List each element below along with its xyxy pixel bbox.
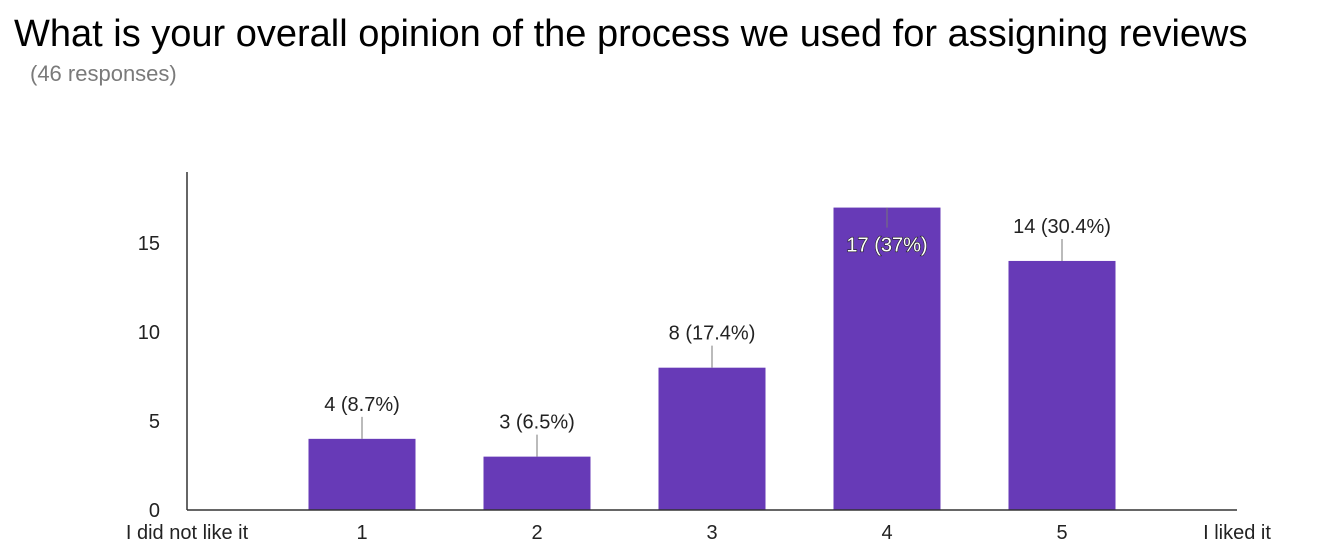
y-tick-label: 5 (149, 411, 160, 433)
x-tick-label: 2 (531, 522, 542, 544)
x-tick-label: 4 (881, 522, 892, 544)
bar-4 (833, 207, 941, 510)
y-tick-label: 0 (149, 500, 160, 522)
x-axis-high-label: I liked it (1203, 522, 1271, 544)
chart-title: What is your overall opinion of the proc… (14, 13, 1248, 55)
data-label: 3 (6.5%) (499, 412, 575, 434)
y-tick-label: 10 (138, 322, 160, 344)
x-tick-label: 1 (356, 522, 367, 544)
bar-3 (658, 367, 766, 510)
bar-1 (308, 438, 416, 510)
data-label: 8 (17.4%) (669, 323, 756, 345)
data-label: 17 (37%) (846, 235, 927, 257)
bar-5 (1008, 260, 1116, 510)
x-tick-label: 3 (706, 522, 717, 544)
y-tick-label: 15 (138, 233, 160, 255)
x-tick-label: 5 (1056, 522, 1067, 544)
x-axis-low-label: I did not like it (126, 522, 249, 544)
bar-2 (483, 456, 591, 510)
data-label: 4 (8.7%) (324, 394, 400, 416)
data-label: 14 (30.4%) (1013, 216, 1111, 238)
response-count: (46 responses) (30, 61, 177, 86)
